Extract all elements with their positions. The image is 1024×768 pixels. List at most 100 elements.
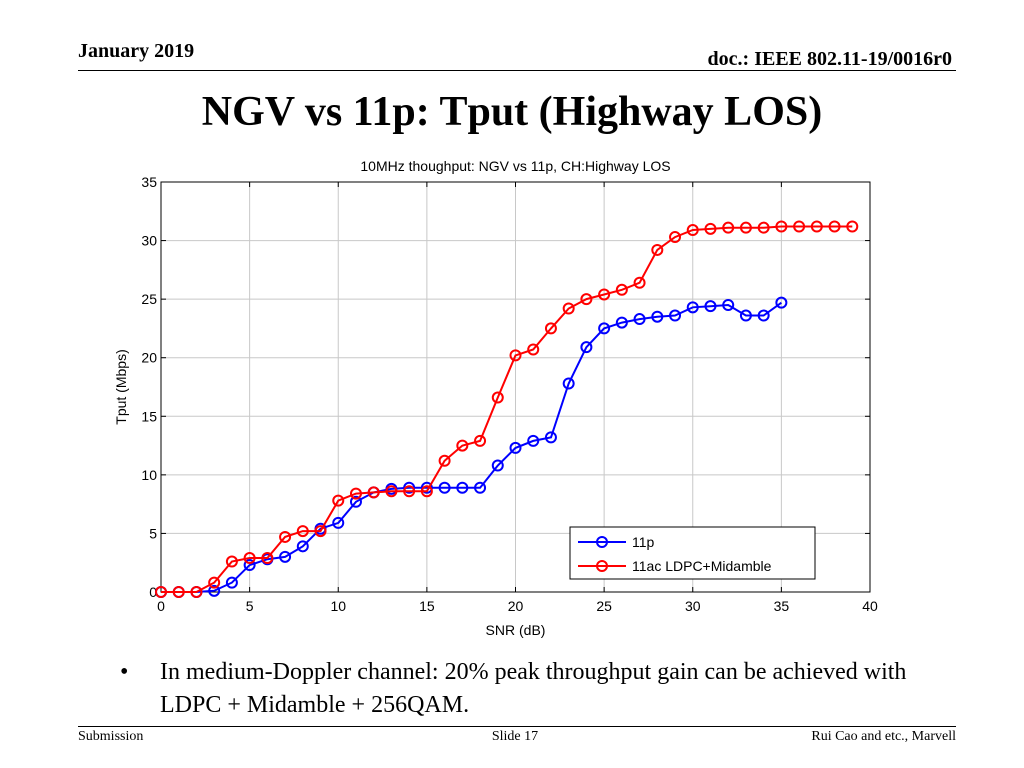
y-tick-label: 35: [141, 174, 157, 190]
series-1-point: [208, 576, 221, 589]
series-1-point: [757, 221, 770, 234]
legend-swatch-marker: [596, 536, 608, 548]
series-0-point: [722, 299, 735, 311]
slide-title: NGV vs 11p: Tput (Highway LOS): [201, 89, 823, 135]
series-1-point: [580, 293, 593, 306]
series-0-point: [562, 377, 575, 390]
series-0-point: [633, 313, 646, 326]
series-0-point: [438, 481, 451, 494]
series-0-point: [651, 310, 664, 323]
series-1-point: [598, 288, 611, 301]
series-1-point: [544, 322, 557, 335]
legend-swatch-marker: [596, 560, 608, 572]
y-tick-label: 30: [141, 233, 157, 249]
header-date: January 2019: [78, 40, 195, 62]
x-tick-label: 15: [419, 598, 435, 614]
series-0-point: [332, 516, 345, 529]
x-tick-label: 20: [508, 598, 524, 614]
series-0-point: [456, 481, 469, 494]
y-tick-label: 5: [149, 525, 157, 541]
series-0-point: [208, 584, 221, 597]
series-1-point: [722, 221, 735, 234]
series-0-point: [580, 341, 593, 354]
series-1-point: [562, 302, 575, 315]
series-0-point: [403, 481, 416, 494]
series-1-point: [651, 243, 664, 256]
series-1-point: [420, 485, 433, 498]
series-0-point: [669, 309, 682, 322]
footer-author: Rui Cao and etc., Marvell: [811, 729, 956, 744]
series-1-point: [314, 525, 327, 538]
series-1-point: [704, 222, 717, 235]
series-0-point: [757, 309, 770, 322]
series-1-point: [243, 552, 256, 565]
y-tick-label: 0: [149, 584, 157, 600]
series-1-point: [367, 486, 380, 499]
series-1-point: [527, 343, 540, 356]
bullet-text: In medium-Doppler channel: 20% peak thro…: [160, 659, 907, 718]
series-0-point: [509, 441, 522, 454]
series-1-point: [261, 552, 274, 565]
series-1-point: [491, 391, 504, 404]
series-line-1: [161, 225, 853, 593]
series-0-point: [225, 576, 238, 589]
series-0-point: [704, 300, 717, 313]
y-tick-label: 10: [141, 467, 157, 483]
legend-box: [569, 526, 816, 580]
series-1-point: [155, 586, 167, 598]
series-1-point: [739, 221, 752, 234]
x-tick-label: 30: [685, 598, 701, 614]
series-1-point: [349, 487, 362, 500]
series-0-point: [296, 540, 309, 553]
bullet-symbol: •: [120, 659, 129, 685]
series-1-point: [172, 586, 185, 598]
header-divider: [78, 70, 956, 71]
series-0-point: [527, 434, 540, 447]
y-tick-label: 20: [141, 350, 157, 366]
series-0-point: [739, 309, 752, 322]
footer-submission: Submission: [78, 729, 144, 744]
x-tick-label: 0: [157, 598, 165, 614]
x-tick-label: 40: [862, 598, 878, 614]
series-0-point: [420, 481, 433, 494]
series-1-point: [385, 485, 398, 498]
chart-title: 10MHz thoughput: NGV vs 11p, CH:Highway …: [360, 158, 670, 174]
series-line-0: [161, 301, 782, 593]
y-tick-label: 25: [141, 291, 157, 307]
x-tick-label: 35: [774, 598, 790, 614]
series-0-point: [598, 322, 611, 335]
series-1-point: [474, 434, 487, 447]
y-axis-label: Tput (Mbps): [113, 349, 129, 424]
series-0-point: [615, 316, 628, 329]
series-1-point: [279, 530, 292, 543]
series-1-point: [686, 224, 699, 237]
series-1-point: [296, 525, 309, 538]
series-1-point: [775, 220, 788, 233]
series-0-point: [349, 495, 362, 508]
header-doc-id: doc.: IEEE 802.11-19/0016r0: [707, 48, 952, 70]
legend-label: 11p: [632, 534, 655, 550]
series-0-point: [474, 481, 487, 494]
series-1-point: [846, 220, 859, 233]
footer-divider: [78, 726, 956, 727]
series-1-point: [456, 439, 469, 452]
footer-slide-number: Slide 17: [491, 729, 539, 744]
series-1-point: [633, 276, 646, 289]
x-axis-label: SNR (dB): [486, 622, 546, 638]
series-1-point: [669, 231, 682, 244]
series-1-point: [509, 349, 522, 362]
series-1-point: [190, 586, 203, 598]
x-tick-label: 10: [330, 598, 346, 614]
series-1-point: [403, 485, 416, 498]
series-0-point: [243, 559, 256, 572]
series-1-point: [810, 220, 823, 233]
series-0-point: [544, 431, 557, 444]
series-0-point: [775, 296, 788, 309]
series-1-point: [615, 283, 628, 296]
legend-label: 11ac LDPC+Midamble: [632, 558, 772, 574]
series-1-point: [332, 494, 345, 507]
series-1-point: [438, 454, 451, 467]
x-tick-label: 5: [246, 598, 254, 614]
series-1-point: [793, 220, 806, 233]
